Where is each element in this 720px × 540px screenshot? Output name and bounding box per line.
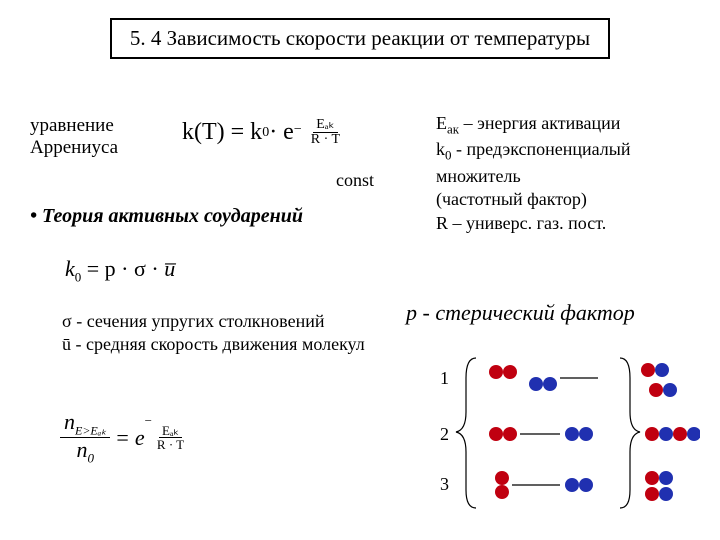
steric-factor-label: p - стерический фактор <box>406 300 635 326</box>
n-frac-bot: n0 <box>72 438 98 465</box>
molecule-icon <box>495 471 509 485</box>
molecule-icon <box>489 365 503 379</box>
def-k0-cont: множитель <box>436 165 716 188</box>
collision-svg: 1 2 3 <box>430 350 700 520</box>
molecule-icon <box>503 427 517 441</box>
arrhenius-formula: k(T) = k0 · e − Eₐₖ R · T <box>182 118 343 147</box>
molecule-icon <box>673 427 687 441</box>
molecule-icon <box>659 487 673 501</box>
formula1-sub0: 0 <box>262 125 269 141</box>
parameter-definitions: Eак – энергия активации k0 - предэкспоне… <box>436 112 716 235</box>
right-brace <box>620 358 640 508</box>
molecule-icon <box>529 377 543 391</box>
molecule-icon <box>579 478 593 492</box>
section-title: 5. 4 Зависимость скорости реакции от тем… <box>110 18 610 59</box>
def-r: R – универс. газ. пост. <box>436 212 716 235</box>
def-freq: (частотный фактор) <box>436 188 716 211</box>
molecule-icon <box>645 471 659 485</box>
variable-definitions: σ - сечения упругих столкновений ū - сре… <box>62 310 365 357</box>
molecule-icon <box>663 383 677 397</box>
exp-frac-top: Eₐₖ <box>159 424 182 438</box>
formula1-fraction: Eₐₖ R · T <box>308 118 343 147</box>
arrhenius-label: уравнение Аррениуса <box>30 115 118 159</box>
molecule-icon <box>655 363 669 377</box>
def-k0: k0 - предэкспоненциалый <box>436 138 716 164</box>
collision-theory-label: • Теория активных соударений <box>30 205 303 228</box>
def-eak: Eак – энергия активации <box>436 112 716 138</box>
n-frac-top: nE>Eₐₖ <box>60 410 110 438</box>
molecule-icon <box>489 427 503 441</box>
molecule-icon <box>649 383 663 397</box>
left-brace <box>456 358 476 508</box>
n-fraction: nE>Eₐₖ n0 <box>60 410 110 465</box>
boltzmann-formula: nE>Eₐₖ n0 = e − Eₐₖ R · T <box>60 410 187 465</box>
const-label: const <box>336 170 374 191</box>
molecule-icon <box>641 363 655 377</box>
equals: = <box>116 425 128 451</box>
formula1-minus: − <box>294 122 302 138</box>
molecule-icon <box>543 377 557 391</box>
exp-fraction: Eₐₖ R · T <box>154 424 187 451</box>
molecule-icon <box>687 427 700 441</box>
arrhenius-label-text: уравнение Аррениуса <box>30 115 118 158</box>
row-num-2: 2 <box>440 424 449 444</box>
molecule-icon <box>645 427 659 441</box>
row-num-1: 1 <box>440 368 449 388</box>
sigma-def: σ - сечения упругих столкновений <box>62 310 365 333</box>
ubar-def: ū - средняя скорость движения молекул <box>62 333 365 356</box>
molecule-icon <box>659 427 673 441</box>
formula1-frac-bot: R · T <box>308 133 343 147</box>
molecule-icon <box>659 471 673 485</box>
molecule-icon <box>565 478 579 492</box>
formula1-dot-e: · e <box>269 119 294 146</box>
molecule-icon <box>645 487 659 501</box>
molecule-icon <box>565 427 579 441</box>
molecule-icon <box>579 427 593 441</box>
molecule-icon <box>503 365 517 379</box>
title-text: 5. 4 Зависимость скорости реакции от тем… <box>130 26 590 50</box>
k0-formula: k0 = p · σ · u̅ <box>65 256 175 285</box>
formula1-left: k(T) = k <box>182 119 262 146</box>
collision-diagram: 1 2 3 <box>430 350 700 520</box>
exp-frac-bot: R · T <box>154 438 187 451</box>
exp-minus: − <box>145 413 152 429</box>
row-num-3: 3 <box>440 474 449 494</box>
molecule-icon <box>495 485 509 499</box>
formula1-frac-top: Eₐₖ <box>313 118 337 133</box>
e-base: e <box>135 425 145 451</box>
